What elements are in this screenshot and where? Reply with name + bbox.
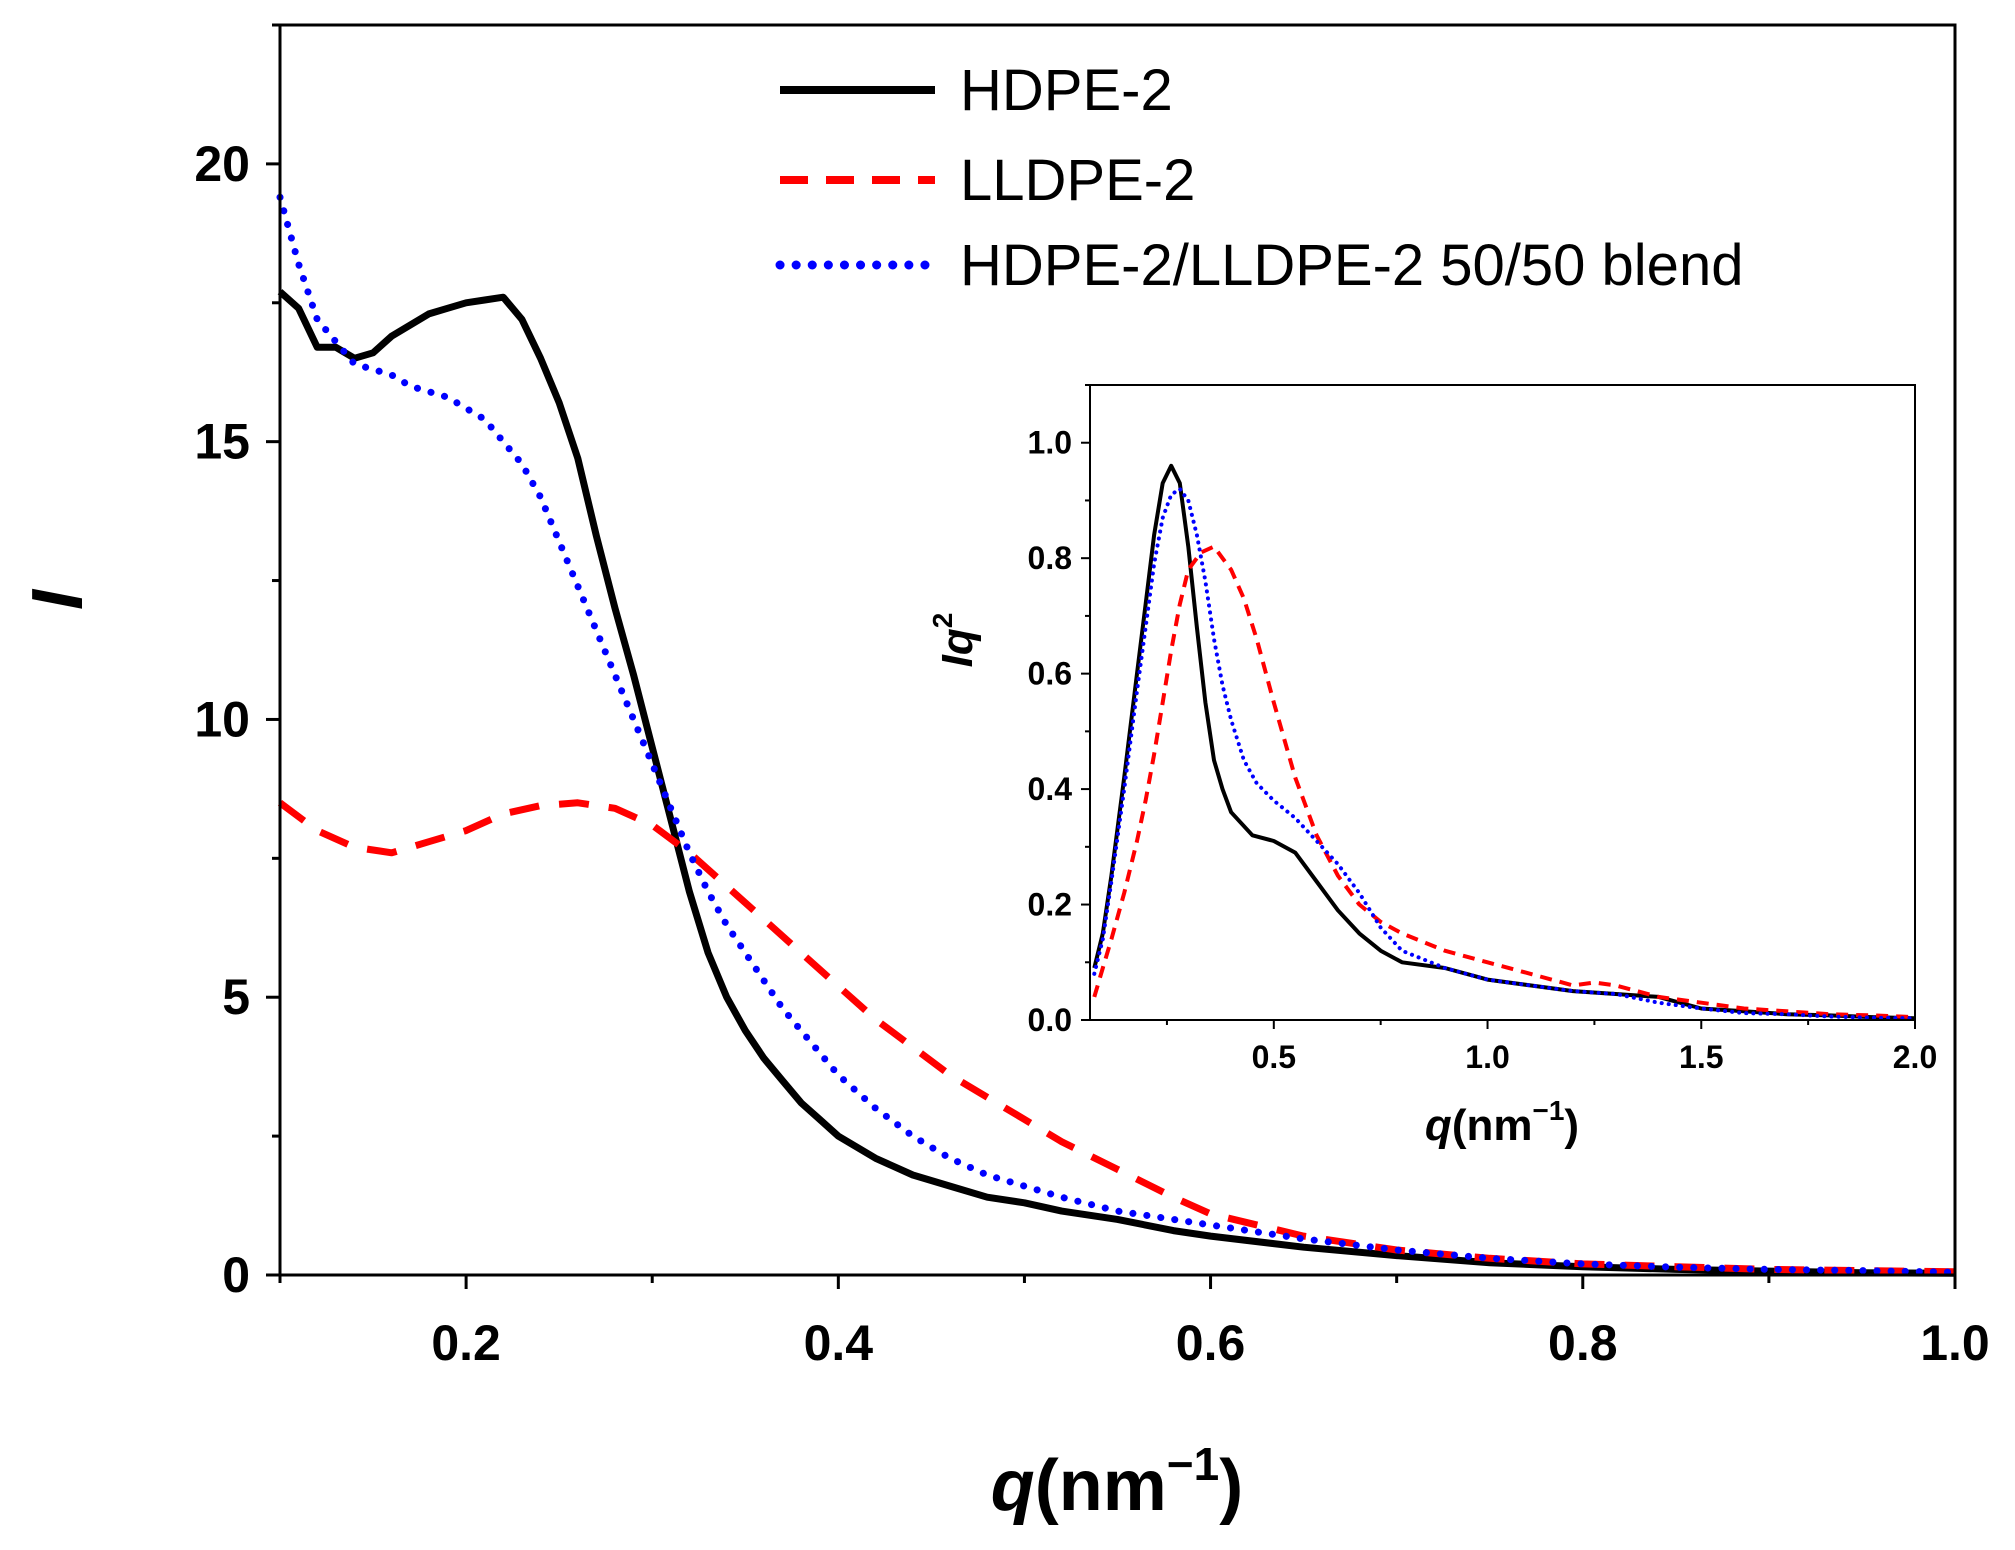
inset-x-tick-label: 2.0 [1893,1039,1937,1075]
inset-x-axis-unit: (nm [1452,1101,1533,1150]
inset-series-lines [1092,463,1917,1021]
main-y-tick-label: 10 [194,691,250,747]
inset-series-lldpe-2 [1092,544,1916,1020]
main-x-axis-title: q(nm−1) [991,1438,1243,1526]
legend: HDPE-2 LLDPE-2 HDPE-2/LLDPE-2 50/50 blen… [775,58,1743,298]
inset-y-axis-title: Iq2 [927,613,982,668]
main-x-tick-label: 0.6 [1176,1315,1246,1371]
inset-x-tick-label: 0.5 [1252,1039,1296,1075]
inset-chart: 0.5 1.0 1.5 2.0 0.0 0.2 0.4 0.6 0.8 1.0 q(nm−1) I… [927,384,1937,1150]
inset-x-tick-label: 1.0 [1465,1039,1509,1075]
inset-y-axis-exp: 2 [927,613,958,629]
main-ticks: 0.2 0.4 0.6 0.8 1.0 0 5 10 15 20 [194,23,1990,1371]
inset-x-tick-label: 1.5 [1679,1039,1723,1075]
legend-label-blend: HDPE-2/LLDPE-2 50/50 blend [960,233,1743,298]
legend-label-hdpe2: HDPE-2 [960,58,1173,123]
main-series-hdpe-2 [277,289,1956,1277]
inset-y-tick-label: 0.2 [1028,887,1072,923]
main-x-axis-var: q [991,1446,1035,1526]
main-x-axis-unit: (nm [1035,1446,1167,1526]
main-x-tick-label: 0.4 [804,1315,874,1371]
inset-plot-frame [1089,384,1916,1021]
inset-x-axis-title: q(nm−1) [1425,1095,1579,1150]
inset-ticks: 0.5 1.0 1.5 2.0 0.0 0.2 0.4 0.6 0.8 1.0 [1028,384,1937,1075]
main-x-tick-label: 0.8 [1548,1315,1618,1371]
legend-label-lldpe2: LLDPE-2 [960,148,1195,213]
main-y-tick-label: 15 [194,414,250,470]
main-y-tick-label: 20 [194,136,250,192]
main-x-tick-label: 0.2 [431,1315,501,1371]
inset-y-tick-label: 0.8 [1028,540,1072,576]
inset-x-axis-exp: −1 [1532,1095,1564,1126]
main-plot-frame [278,23,1957,1277]
inset-x-axis-var: q [1425,1101,1452,1150]
inset-x-axis-close: ) [1564,1101,1579,1150]
inset-y-tick-label: 0.6 [1028,656,1072,692]
inset-y-axis-var: Iq [933,628,982,667]
inset-y-tick-label: 0.4 [1028,771,1073,807]
main-series-lines [276,193,1959,1277]
main-y-axis-title: I [18,588,98,610]
main-x-axis-close: ) [1219,1446,1243,1526]
inset-background [1090,385,1915,1020]
inset-y-tick-label: 0.0 [1028,1002,1072,1038]
main-x-axis-exp: −1 [1167,1438,1219,1490]
main-series-hdpe-2-lldpe-2-50-50-blend [276,193,1959,1276]
main-series-lldpe-2 [277,799,1956,1276]
main-y-tick-label: 0 [222,1247,250,1303]
main-x-tick-label: 1.0 [1920,1315,1990,1371]
inset-y-tick-label: 1.0 [1028,425,1072,461]
main-y-tick-label: 5 [222,969,250,1025]
